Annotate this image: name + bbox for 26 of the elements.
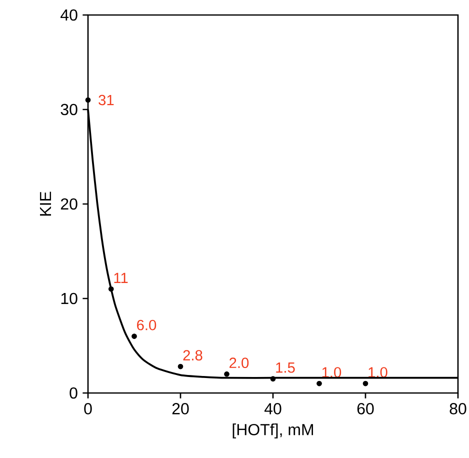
point xyxy=(316,380,322,386)
data-label: 2.0 xyxy=(230,358,249,368)
point xyxy=(132,334,137,339)
point xyxy=(362,380,368,386)
x-tick-label: 60 xyxy=(357,403,374,414)
x-tick-label: 0 xyxy=(84,403,92,414)
x-tick-label: 80 xyxy=(450,403,466,414)
y-tick-label: 30 xyxy=(60,104,78,116)
data-label: 1.5 xyxy=(276,362,295,373)
point xyxy=(178,364,184,370)
y-tick-label: 0 xyxy=(70,387,78,399)
point xyxy=(224,371,230,377)
point xyxy=(108,286,114,292)
point xyxy=(85,97,91,103)
y-axis-title: KIE xyxy=(40,192,52,216)
y-tick-label: 20 xyxy=(60,198,78,210)
x-tick-label: 40 xyxy=(264,403,282,414)
y-tick-label: 10 xyxy=(61,292,78,304)
data-label: 6.0 xyxy=(137,320,156,330)
x-axis-title: [HOTf], mM xyxy=(232,424,313,438)
data-label: 31 xyxy=(98,94,114,106)
data-label: 2.8 xyxy=(183,350,202,360)
data-label: 11 xyxy=(114,272,128,283)
x-tick-label: 20 xyxy=(172,403,189,414)
point xyxy=(270,376,276,382)
y-tick-label: 40 xyxy=(60,9,78,21)
